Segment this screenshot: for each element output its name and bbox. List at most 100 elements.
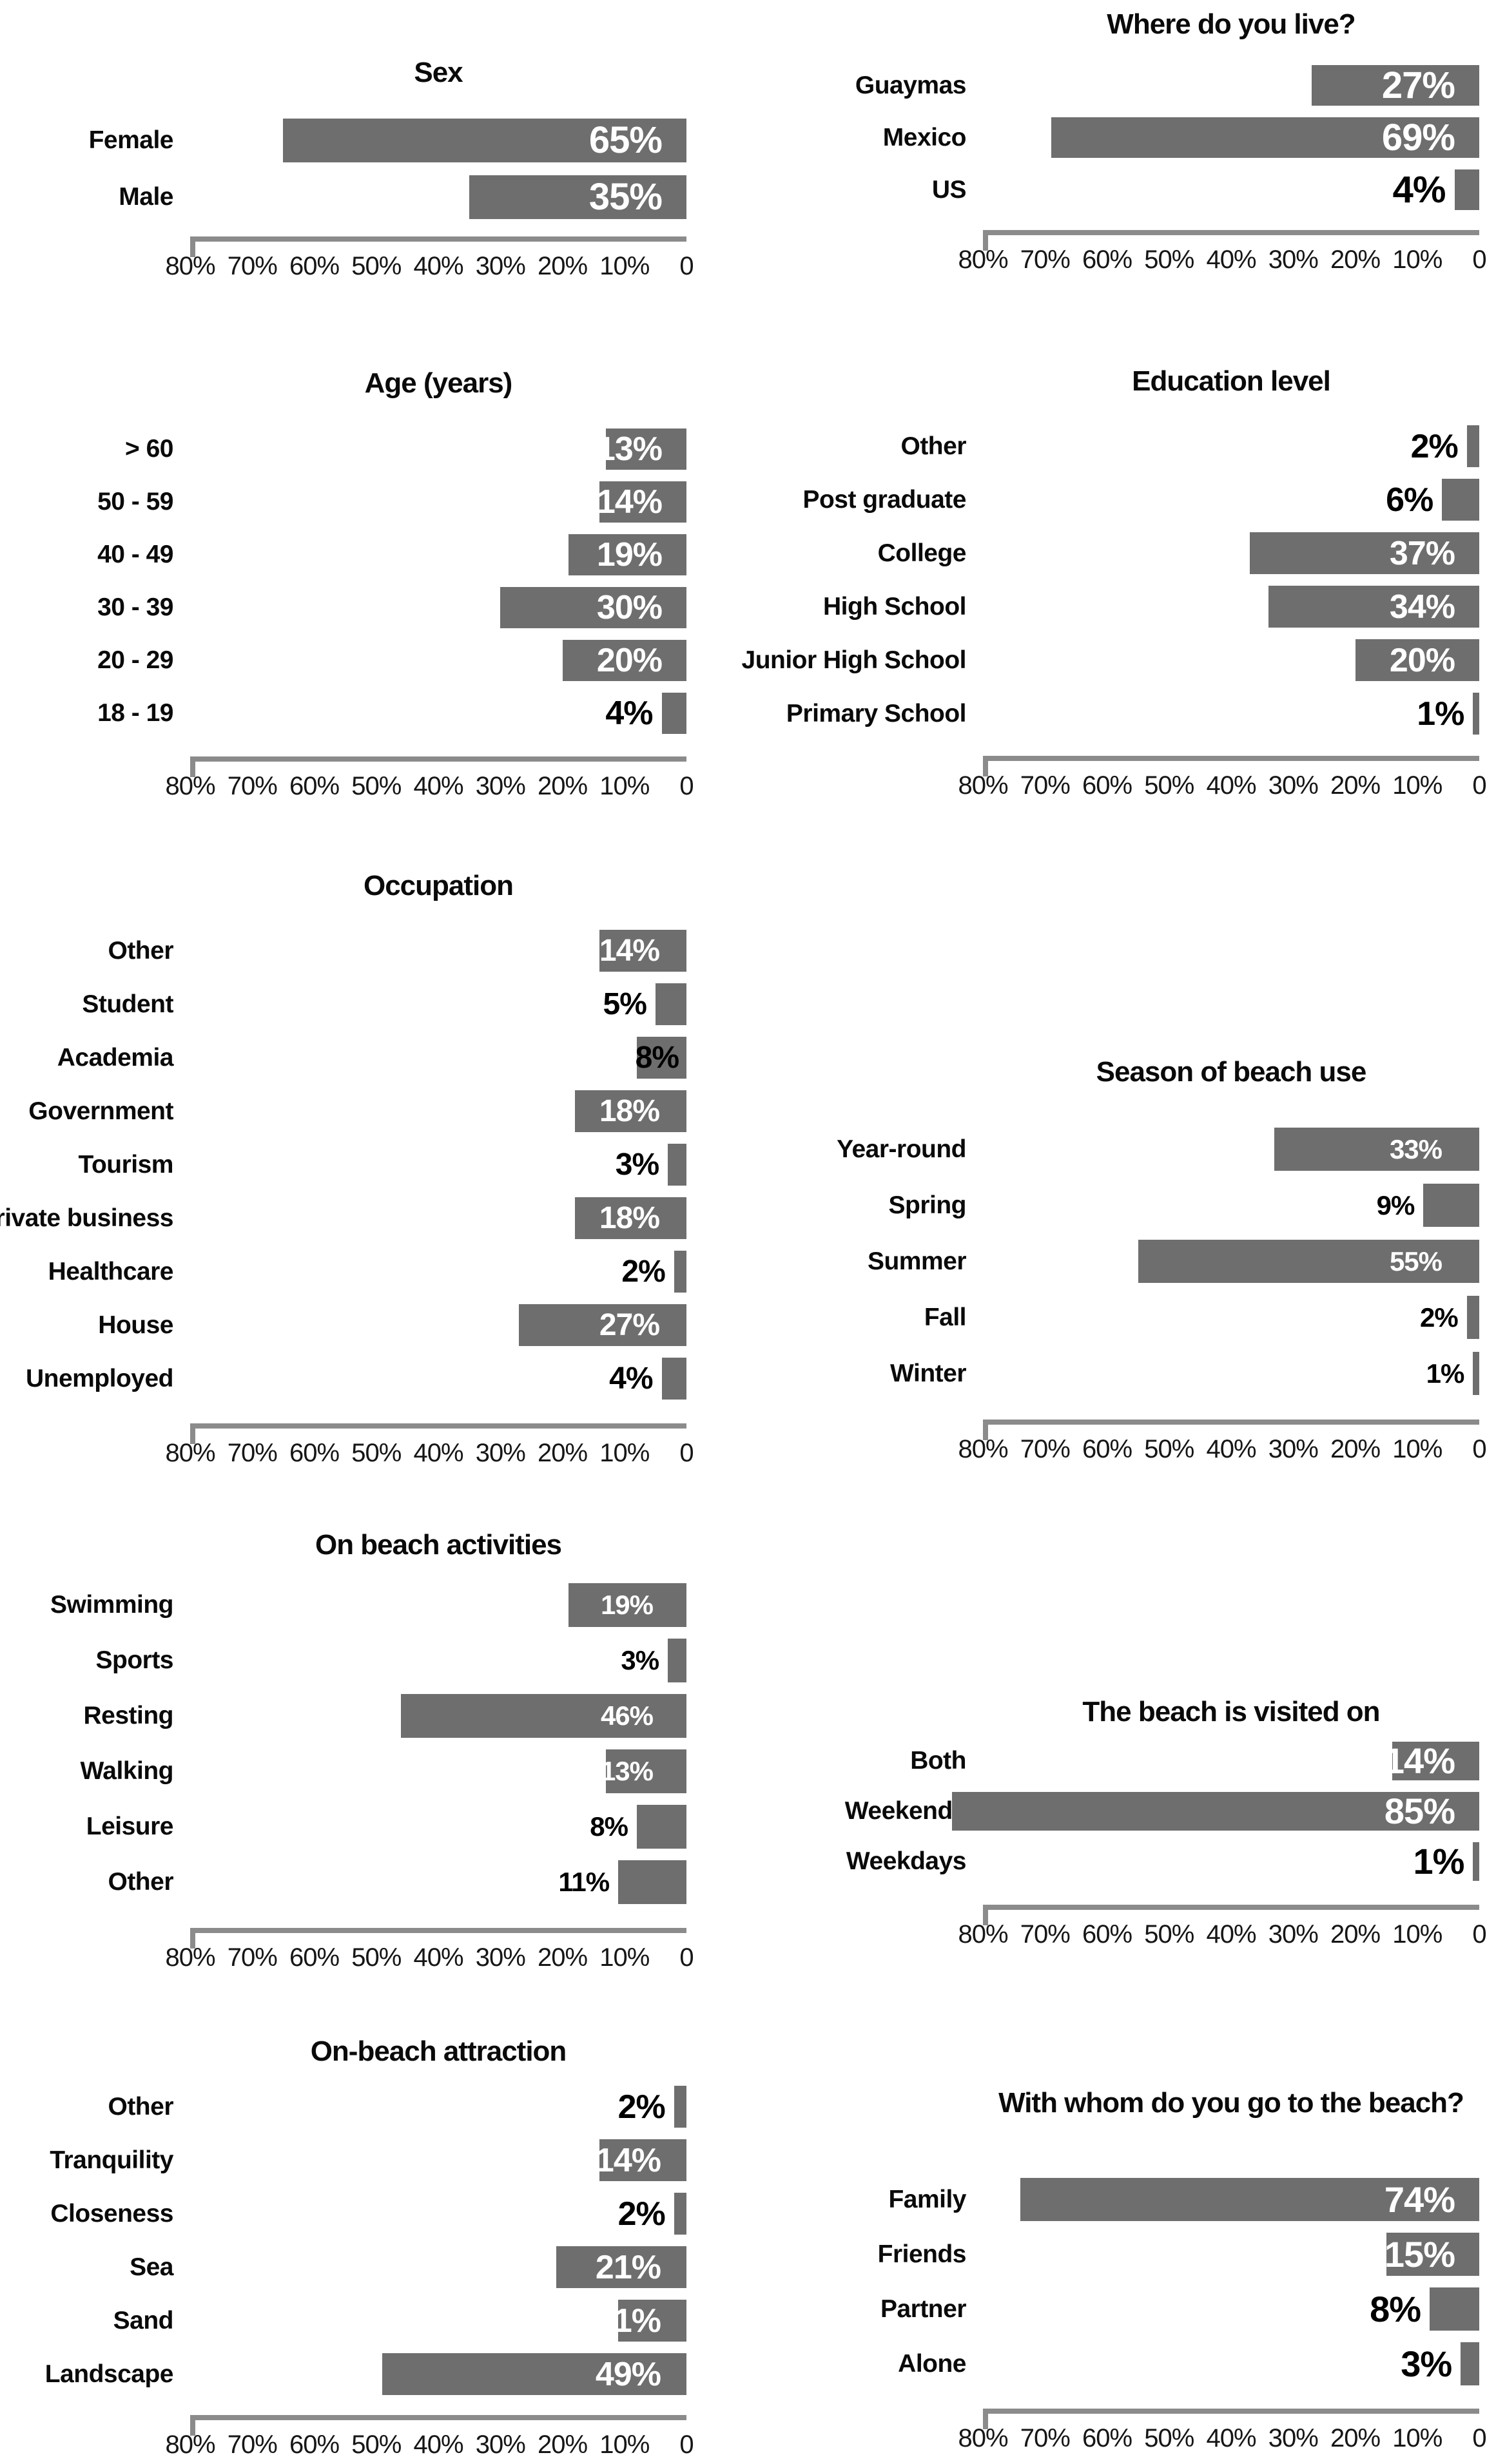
- value-label: 13%: [596, 430, 663, 468]
- plot-area: 27%: [983, 59, 1479, 111]
- axis-tick-label: 70%: [227, 252, 278, 280]
- category-label: Walking: [39, 1744, 190, 1799]
- value-label: 11%: [597, 2302, 661, 2340]
- axis-tick-labels: 80% 70% 60% 50% 40% 30% 20% 10% 0: [958, 1434, 1486, 1465]
- value-label: 74%: [1384, 2179, 1455, 2220]
- plot-area: 13%: [190, 1744, 686, 1799]
- bar-row: Summer 55%: [844, 1233, 1479, 1289]
- axis-tick-label: 60%: [289, 252, 340, 280]
- axis-tick-label: 60%: [1082, 2424, 1132, 2452]
- axis-tick-label: 0: [1472, 771, 1486, 800]
- bar: [605, 428, 686, 470]
- axis-tick-label: 70%: [1020, 2424, 1071, 2452]
- axis-tick-label: 40%: [413, 2430, 463, 2459]
- plot-area: 5%: [190, 977, 686, 1031]
- axis-tick-label: 80%: [165, 252, 215, 280]
- bar: [605, 1749, 686, 1793]
- axis-tick-label: 50%: [1144, 771, 1194, 800]
- category-label-text: Fall: [924, 1303, 967, 1331]
- category-label: Post graduate: [757, 473, 983, 526]
- category-label-text: Primary School: [786, 699, 967, 727]
- axis-tick-label: 40%: [1206, 2424, 1256, 2452]
- axis-tick-labels: 80% 70% 60% 50% 40% 30% 20% 10% 0: [165, 1438, 694, 1468]
- axis-tick-label: 40%: [1206, 1920, 1256, 1949]
- category-label-text: Private business: [0, 1204, 173, 1232]
- plot-area: 34%: [983, 580, 1479, 633]
- axis-tick-label: 40%: [413, 772, 463, 800]
- category-label: Tranquility: [26, 2133, 190, 2187]
- category-label-text: House: [98, 1311, 173, 1339]
- bar: [637, 1805, 686, 1849]
- value-label: 1%: [1413, 1841, 1464, 1882]
- x-axis: 80% 70% 60% 50% 40% 30% 20% 10% 0: [165, 2415, 694, 2460]
- plot-area: 3%: [190, 1138, 686, 1191]
- value-label: 27%: [1381, 64, 1455, 106]
- x-axis: 80% 70% 60% 50% 40% 30% 20% 10% 0: [165, 756, 694, 802]
- bar-row: Government 18%: [13, 1084, 686, 1138]
- category-label-text: Closeness: [50, 2199, 173, 2228]
- bar-row: Sand 11%: [26, 2294, 686, 2347]
- bar-row: Friends 15%: [844, 2227, 1479, 2282]
- axis-tick-label: 10%: [599, 252, 650, 280]
- bar: [1392, 1741, 1479, 1781]
- bar-row: Unemployed 4%: [13, 1352, 686, 1405]
- value-label: 65%: [588, 119, 663, 161]
- bar-row: Both 14%: [844, 1736, 1479, 1786]
- axis-tick-label: 60%: [289, 2430, 340, 2459]
- value-label: 14%: [595, 2141, 661, 2179]
- value-label: 27%: [599, 1307, 660, 1342]
- category-label-text: Summer: [867, 1247, 967, 1275]
- axis-tick-label: 30%: [475, 1439, 526, 1467]
- axis-tick-mark: [983, 235, 988, 251]
- bar-row: Landscape 49%: [26, 2347, 686, 2401]
- axis-tick-mark: [983, 1425, 988, 1440]
- rows: Other 14% Student 5% Academia 8% Governm…: [0, 924, 686, 1405]
- axis-tick-label: 10%: [1392, 1920, 1443, 1949]
- axis-line: [190, 756, 686, 777]
- category-label: Weekends: [844, 1786, 983, 1836]
- category-label: Family: [844, 2172, 983, 2227]
- x-axis: 80% 70% 60% 50% 40% 30% 20% 10% 0: [165, 1928, 694, 1973]
- axis-tick-label: 40%: [413, 252, 463, 280]
- bar: [1473, 693, 1479, 735]
- plot-area: 18%: [190, 1084, 686, 1138]
- plot-area: 20%: [190, 634, 686, 687]
- chart-title: On beach activities: [315, 1529, 562, 1561]
- axis-tick-label: 0: [679, 252, 694, 280]
- value-label: 14%: [596, 483, 663, 521]
- bar: [1473, 1351, 1479, 1396]
- axis-tick-label: 20%: [537, 1943, 588, 1972]
- plot-area: 19%: [190, 1577, 686, 1633]
- axis-tick-label: 10%: [1392, 2424, 1443, 2452]
- axis-tick-labels: 80% 70% 60% 50% 40% 30% 20% 10% 0: [165, 771, 694, 802]
- category-label: Year-round: [837, 1121, 983, 1177]
- category-label: US: [844, 164, 983, 216]
- chart-companions: With whom do you go to the beach? Family…: [844, 2085, 1487, 2454]
- bar: [382, 2353, 686, 2395]
- plot-area: 4%: [190, 687, 686, 740]
- category-label-text: Junior High School: [741, 646, 967, 674]
- axis-tick-label: 60%: [289, 1439, 340, 1467]
- bar: [1466, 1295, 1479, 1340]
- axis-tick-label: 60%: [1082, 245, 1132, 274]
- chart-visit-days: The beach is visited on Both 14% Weekend…: [844, 1694, 1487, 1950]
- category-label: Alone: [844, 2336, 983, 2391]
- axis-tick-label: 20%: [1330, 245, 1381, 274]
- bar: [1461, 2342, 1479, 2385]
- chart-title: Education level: [1132, 365, 1331, 397]
- axis-tick-label: 80%: [165, 1439, 215, 1467]
- axis-tick-label: 70%: [1020, 245, 1071, 274]
- axis-tick-mark: [190, 2420, 195, 2436]
- axis-tick-label: 40%: [1206, 771, 1256, 800]
- axis-tick-label: 20%: [537, 1439, 588, 1467]
- chart-residence: Where do you live? Guaymas 27% Mexico 69…: [844, 6, 1487, 275]
- bar: [556, 2246, 686, 2288]
- value-label: 1%: [1417, 695, 1464, 733]
- axis-tick-label: 70%: [1020, 1920, 1071, 1949]
- axis-tick-label: 30%: [1268, 1920, 1319, 1949]
- bar-row: Private business 18%: [0, 1191, 686, 1245]
- plot-area: 3%: [190, 1633, 686, 1688]
- axis-tick-label: 20%: [537, 772, 588, 800]
- category-label-text: Female: [88, 126, 174, 154]
- plot-area: 33%: [983, 1121, 1479, 1177]
